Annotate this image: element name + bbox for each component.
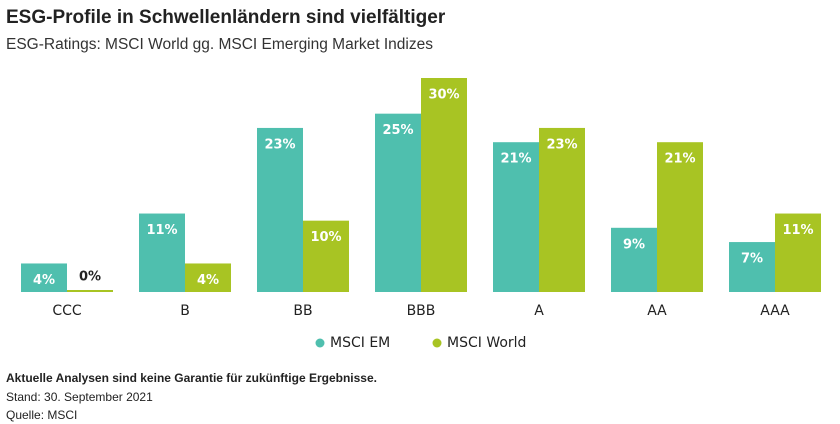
bar (139, 213, 185, 292)
bar (539, 127, 585, 292)
footnote: Quelle: MSCI (6, 408, 77, 422)
value-label: 21% (500, 152, 531, 167)
bar (375, 113, 421, 293)
bar (775, 213, 821, 292)
footnote: Aktuelle Analysen sind keine Garantie fü… (6, 371, 377, 385)
bar (421, 78, 467, 292)
bar (611, 227, 657, 292)
value-label: 9% (623, 237, 645, 252)
legend-marker (432, 338, 442, 348)
legend-label: MSCI World (447, 335, 526, 351)
chart-title: ESG-Profile in Schwellenländern sind vie… (6, 7, 446, 28)
value-label: 23% (264, 137, 295, 152)
value-label: 0% (79, 270, 101, 285)
x-tick-label: CCC (52, 303, 82, 319)
bar (257, 127, 303, 292)
footnote: Stand: 30. September 2021 (6, 390, 153, 404)
legend-label: MSCI EM (330, 335, 390, 351)
value-label: 21% (664, 152, 695, 167)
value-label: 11% (782, 223, 813, 238)
bar (303, 220, 349, 292)
value-label: 23% (546, 137, 577, 152)
chart-subtitle: ESG-Ratings: MSCI World gg. MSCI Emergin… (6, 36, 433, 53)
bar (67, 290, 113, 292)
bar (21, 263, 67, 292)
x-tick-label: AAA (760, 303, 790, 319)
x-tick-label: AA (647, 303, 667, 319)
value-label: 11% (146, 223, 177, 238)
x-tick-label: BB (293, 303, 312, 319)
value-label: 7% (741, 252, 763, 267)
value-label: 10% (310, 230, 341, 245)
legend-marker (315, 338, 325, 348)
bar (729, 242, 775, 292)
bar (657, 142, 703, 292)
x-tick-label: BBB (407, 303, 436, 319)
bar (185, 263, 231, 292)
bar (493, 142, 539, 292)
value-label: 30% (428, 88, 459, 103)
value-label: 4% (33, 273, 55, 288)
value-label: 25% (382, 123, 413, 138)
x-tick-label: A (534, 303, 544, 319)
value-label: 4% (197, 273, 219, 288)
x-tick-label: B (180, 303, 190, 319)
